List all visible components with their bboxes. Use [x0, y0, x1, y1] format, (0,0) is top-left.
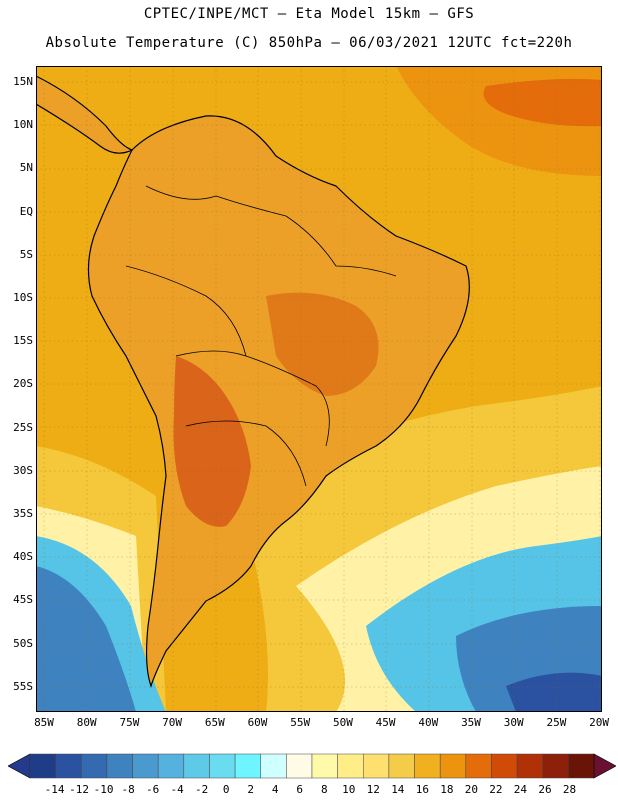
colorbar-tick-label: -6: [145, 783, 160, 796]
colorbar-tick-label: 4: [271, 783, 279, 796]
colorbar-swatch: [337, 753, 364, 779]
colorbar-tick-label: -4: [170, 783, 184, 796]
lat-label: 15N: [13, 75, 33, 88]
colorbar-swatch: [183, 753, 210, 779]
colorbar-swatch: [414, 753, 441, 779]
ocean-coldest-east: [506, 672, 602, 712]
colorbar-swatch: [234, 753, 261, 779]
colorbar-tick-label: 22: [489, 783, 503, 796]
colorbar-swatch: [132, 753, 159, 779]
ocean-colder-west: [36, 566, 136, 712]
lon-label: 75W: [119, 716, 140, 729]
colorbar-swatch: [516, 753, 543, 779]
lon-label: 80W: [76, 716, 97, 729]
lon-label: 25W: [546, 716, 567, 729]
colorbar-swatch: [157, 753, 185, 779]
colorbar-tick-label: -10: [93, 783, 114, 796]
lon-label: 60W: [247, 716, 268, 729]
colorbar-swatch: [568, 753, 595, 779]
map-frame: [36, 66, 602, 712]
colorbar-swatch: [55, 753, 82, 779]
colorbar-tick-label: -12: [69, 783, 89, 796]
lat-label: 50S: [13, 636, 33, 650]
lat-label: 40S: [13, 550, 33, 564]
lon-label: 45W: [375, 716, 396, 729]
lon-label: 65W: [204, 716, 225, 729]
colorbar-tick-label: 10: [342, 783, 356, 796]
colorbar-swatch: [363, 753, 390, 779]
colorbar-swatch: [209, 753, 236, 779]
lon-label: 40W: [418, 716, 439, 729]
colorbar-tick-label: -14: [44, 783, 65, 796]
colorbar-tick-label: 2: [247, 783, 254, 796]
colorbar-tick-label: 16: [415, 783, 429, 796]
lat-label: 45S: [13, 593, 33, 607]
colorbar-swatch: [29, 753, 56, 779]
colorbar-swatch: [439, 753, 467, 779]
colorbar-swatch: [81, 753, 108, 779]
central-america-land: [36, 75, 134, 154]
colorbar-tick-label: -8: [121, 783, 135, 796]
colorbar-tick-label: 18: [440, 783, 454, 796]
lat-label: 20S: [13, 377, 33, 391]
lat-label: 35S: [13, 507, 33, 520]
lat-label: 30S: [13, 463, 33, 477]
lon-label: 50W: [332, 716, 353, 729]
colorbar-tick-label: 12: [366, 783, 380, 796]
colorbar-swatch: [542, 753, 569, 779]
colorbar-right-arrow: [593, 753, 616, 779]
colorbar-left-arrow: [8, 753, 31, 779]
south-america-land: [87, 115, 470, 688]
lat-label: 10S: [13, 291, 33, 304]
colorbar-swatch: [465, 753, 492, 779]
colorbar-tick-label: 20: [464, 783, 479, 796]
colorbar-swatch: [106, 753, 133, 779]
colorbar-tick-label: 8: [320, 783, 328, 796]
lon-label: 55W: [290, 716, 311, 729]
lat-label: 55S: [13, 679, 33, 693]
colorbar-tick-label: 26: [538, 783, 552, 796]
lon-label: 70W: [162, 716, 183, 729]
colorbar-tick-label: 28: [562, 783, 577, 796]
lat-label: EQ: [19, 204, 33, 218]
lat-label: 25S: [13, 420, 33, 434]
lon-label: 20W: [589, 716, 610, 729]
colorbar: [8, 753, 616, 779]
lat-label: 10N: [13, 118, 33, 132]
colorbar-swatch: [311, 753, 338, 779]
hot-interior-core: [173, 356, 251, 527]
colorbar-swatch: [388, 753, 415, 779]
lat-label: 5N: [19, 161, 33, 175]
colorbar-tick-label: -2: [195, 783, 209, 796]
colorbar-tick-label: 14: [391, 783, 405, 796]
colorbar-tick-label: 24: [513, 783, 528, 796]
lon-label: 35W: [461, 716, 481, 729]
colorbar-tick-label: 0: [222, 783, 230, 796]
lat-label: 15S: [13, 334, 33, 348]
temperature-map: [36, 66, 602, 712]
colorbar-swatch: [491, 753, 518, 779]
colorbar-swatch: [260, 753, 287, 779]
title-line-2: Absolute Temperature (C) 850hPa – 06/03/…: [45, 35, 573, 51]
hot-brazil-core: [266, 292, 379, 396]
lon-label: 85W: [34, 716, 54, 729]
colorbar-tick-label: 6: [296, 783, 304, 796]
lon-label: 30W: [503, 716, 524, 729]
lat-label: 5S: [19, 247, 33, 261]
title-line-1: CPTEC/INPE/MCT – Eta Model 15km – GFS: [143, 6, 475, 22]
hot-atlantic-patch: [483, 78, 602, 127]
colorbar-swatch: [286, 753, 313, 779]
country-borders: [125, 185, 397, 487]
